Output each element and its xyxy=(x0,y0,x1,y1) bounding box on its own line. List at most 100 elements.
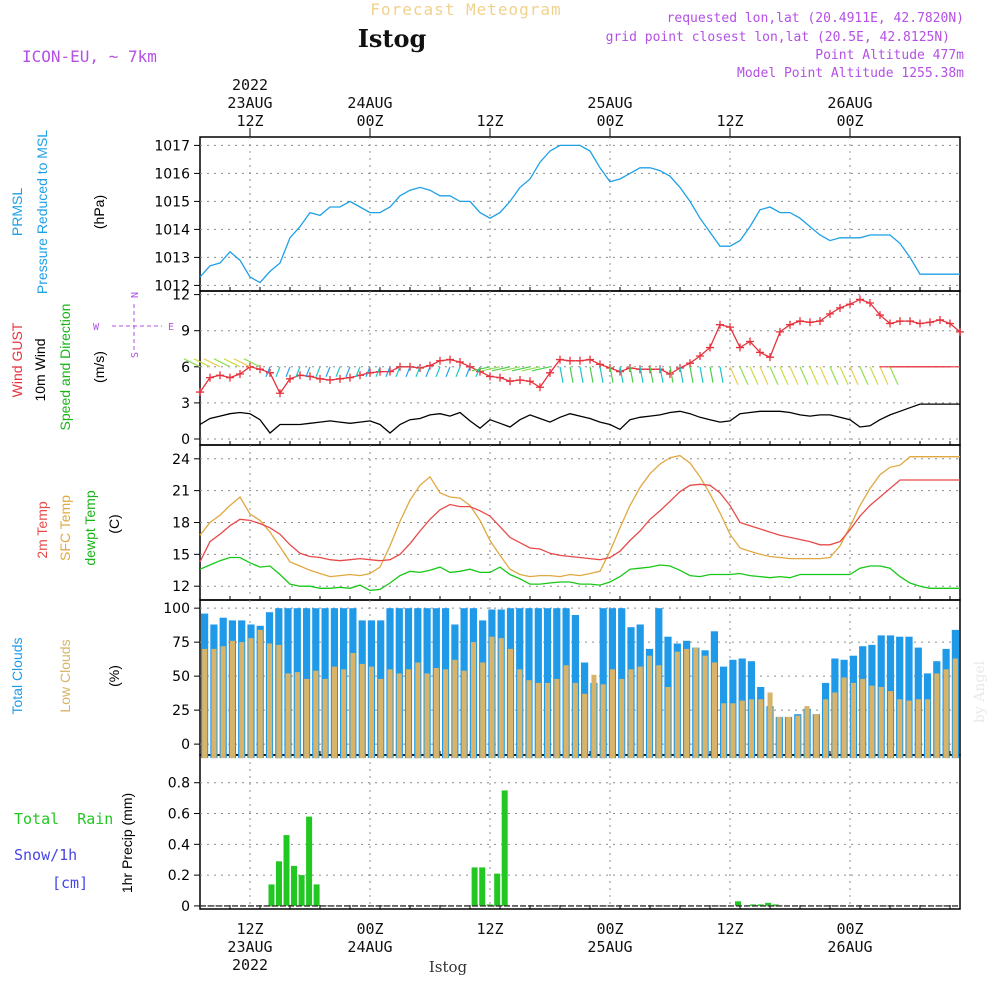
low-cloud-bar xyxy=(684,648,690,759)
low-cloud-bar xyxy=(248,638,254,759)
wind-gust-marker xyxy=(206,373,214,382)
compass-icon: W E N S xyxy=(93,292,174,358)
temp-2m-label: 2m Temp xyxy=(34,501,50,559)
low-cloud-bar xyxy=(322,678,328,759)
wind-direction-arrow xyxy=(779,366,789,386)
low-cloud-bar xyxy=(535,682,541,759)
clouds-ytick-label: 100 xyxy=(163,601,190,617)
bottom-time-label: 2022 xyxy=(232,956,268,974)
low-cloud-bar xyxy=(415,662,421,759)
model-altitude: Model Point Altitude 1255.38m xyxy=(737,66,964,81)
wind-gust-marker xyxy=(946,319,954,328)
low-cloud-bar xyxy=(554,678,560,759)
grid-point-coords: grid point closest lon,lat (20.5E, 42.81… xyxy=(606,30,950,45)
precip-unit: 1hr Precip (mm) xyxy=(119,793,135,893)
wind-gust-marker xyxy=(786,320,794,329)
precip-ytick-label: 0.4 xyxy=(168,837,190,853)
wind-direction-arrow xyxy=(739,366,749,386)
wind-gust-marker xyxy=(736,343,744,352)
pressure-ytick-label: 1017 xyxy=(154,138,190,154)
temp-ytick-label: 12 xyxy=(172,579,190,595)
bottom-time-label: 00Z xyxy=(356,920,383,938)
wind-gust-marker xyxy=(486,372,494,381)
wind-gust-marker xyxy=(746,337,754,346)
panel-clouds: 0 25 50 75 100 xyxy=(163,599,961,756)
low-cloud-bar xyxy=(406,669,412,759)
low-cloud-bar xyxy=(443,669,449,759)
low-cloud-bar xyxy=(619,678,625,759)
low-cloud-bar xyxy=(656,665,662,759)
wind-direction-arrow xyxy=(849,366,859,386)
low-cloud-bar xyxy=(572,682,578,759)
low-cloud-bar xyxy=(239,642,245,759)
pressure-unit: (hPa) xyxy=(91,195,107,229)
low-cloud-bar xyxy=(637,666,643,759)
pressure-ytick-label: 1013 xyxy=(154,250,190,266)
low-cloud-bar xyxy=(647,655,653,759)
wind-ytick-label: 6 xyxy=(181,360,190,376)
top-time-label: 23AUG xyxy=(227,94,272,112)
low-cloud-bar xyxy=(628,669,634,759)
low-cloud-bar xyxy=(461,670,467,759)
wind-gust-marker xyxy=(846,300,854,309)
wind-direction-arrow xyxy=(385,366,391,378)
cloud-labels: Total Clouds Low Clouds (%) xyxy=(9,637,122,714)
wind-direction-arrow xyxy=(769,366,779,386)
wind-direction-arrow xyxy=(799,366,809,386)
total-cloud-bar xyxy=(905,636,913,759)
clouds-ytick-label: 25 xyxy=(172,703,190,719)
wind-gust-marker xyxy=(876,311,884,320)
wind-direction-arrow xyxy=(233,358,251,368)
wind-gust-marker xyxy=(456,357,464,366)
panels: 1012 1013 1014 1015 1016 1017 0 3 6 9 12 12 15 18 21 24… xyxy=(154,136,961,915)
low-cloud-bar xyxy=(220,646,226,759)
low-cloud-bar xyxy=(934,673,940,759)
wind-gust-marker xyxy=(226,373,234,382)
rain-bar xyxy=(276,861,282,906)
low-cloud-bar xyxy=(813,714,819,759)
wind-direction-arrow xyxy=(809,366,819,386)
low-cloud-bar xyxy=(229,640,235,759)
wind-direction-arrow xyxy=(839,366,849,386)
wind-direction-arrow xyxy=(265,366,271,378)
wind-direction-arrow xyxy=(345,366,351,378)
rain-bar xyxy=(268,884,275,906)
low-cloud-bar xyxy=(665,687,671,759)
low-cloud-bar xyxy=(730,703,736,759)
wind-direction-arrow xyxy=(889,366,899,386)
low-cloud-bar xyxy=(888,691,894,759)
wind-gust-marker xyxy=(316,374,324,383)
wind-gust-marker xyxy=(216,371,224,380)
rain-bar xyxy=(306,816,313,906)
wind-direction-arrow xyxy=(829,366,839,386)
wind-gust-marker xyxy=(826,309,834,318)
low-cloud-bar xyxy=(202,648,208,759)
low-cloud-bar xyxy=(480,662,486,759)
top-time-label: 12Z xyxy=(716,112,743,130)
rain-bar xyxy=(757,904,764,906)
low-cloud-bar xyxy=(860,678,866,759)
rain-bar xyxy=(479,867,486,906)
chart-title: Forecast Meteogram xyxy=(370,0,561,19)
low-cloud-bar xyxy=(925,699,931,759)
wind-gust-marker xyxy=(816,317,824,326)
watermark: by Angel xyxy=(972,660,988,723)
pressure-ytick-label: 1012 xyxy=(154,278,190,294)
low-cloud-bar xyxy=(304,678,310,759)
total-cloud-bar xyxy=(599,608,607,759)
rain-bar xyxy=(494,873,501,906)
bottom-time-label: 12Z xyxy=(236,920,263,938)
top-time-label: 00Z xyxy=(356,112,383,130)
precip-ytick-label: 0 xyxy=(181,899,190,915)
low-cloud-bar xyxy=(841,677,847,759)
wind-direction-arrow xyxy=(789,366,799,386)
wind-direction-arrow xyxy=(669,366,674,383)
wind-gust-marker xyxy=(726,323,734,332)
wind-ytick-label: 0 xyxy=(181,432,190,448)
wind-direction-arrow xyxy=(325,366,331,378)
wind-ytick-label: 12 xyxy=(172,288,190,304)
low-cloud-bar xyxy=(952,658,958,759)
wind-gust-marker xyxy=(866,299,874,308)
wind-gust-marker xyxy=(496,373,504,382)
wind-gust-marker xyxy=(696,351,704,360)
